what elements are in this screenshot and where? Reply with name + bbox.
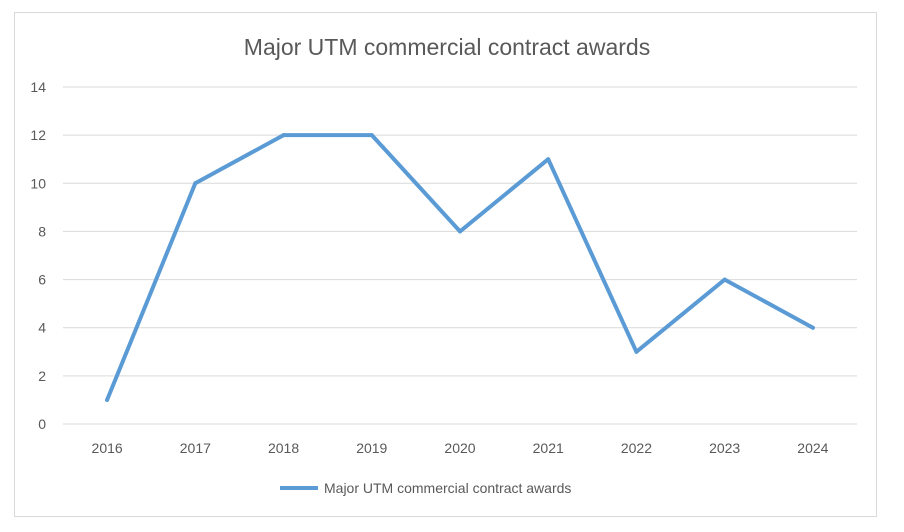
x-axis-tick-labels: 2016 2017 2018 2019 2020 2021 2022 2023 2024 <box>92 440 829 456</box>
x-tick-label: 2020 <box>444 440 475 456</box>
y-tick-label: 4 <box>38 320 46 336</box>
chart-frame <box>14 12 877 517</box>
data-point-2024[interactable] <box>810 325 815 330</box>
gridlines <box>63 86 857 425</box>
y-tick-label: 10 <box>30 175 46 191</box>
data-point-2022[interactable] <box>634 349 639 354</box>
x-tick-label: 2019 <box>356 440 387 456</box>
y-tick-label: 8 <box>38 223 46 239</box>
data-point-2021[interactable] <box>546 157 551 162</box>
data-point-2018[interactable] <box>281 133 286 138</box>
y-tick-label: 14 <box>30 79 46 95</box>
y-tick-label: 6 <box>38 272 46 288</box>
x-tick-label: 2017 <box>180 440 211 456</box>
data-point-2016[interactable] <box>105 397 110 402</box>
data-point-2020[interactable] <box>458 229 462 234</box>
x-tick-label: 2022 <box>621 440 652 456</box>
y-tick-label: 0 <box>38 416 46 432</box>
legend-label: Major UTM commercial contract awards <box>324 480 571 496</box>
x-tick-label: 2023 <box>709 440 740 456</box>
chart-title: Major UTM commercial contract awards <box>244 34 650 60</box>
data-point-2017[interactable] <box>193 181 198 186</box>
y-tick-label: 2 <box>38 368 46 384</box>
x-tick-label: 2018 <box>268 440 299 456</box>
series-layer <box>105 133 815 402</box>
y-axis-tick-labels: 0 2 4 6 8 10 12 14 <box>30 79 46 432</box>
series-line-0[interactable] <box>105 133 815 402</box>
data-point-2023[interactable] <box>722 277 727 282</box>
y-tick-label: 12 <box>30 127 46 143</box>
x-tick-label: 2024 <box>797 440 828 456</box>
data-point-2019[interactable] <box>369 133 374 138</box>
x-tick-label: 2021 <box>533 440 564 456</box>
legend[interactable]: Major UTM commercial contract awards <box>280 480 571 496</box>
x-tick-label: 2016 <box>92 440 123 456</box>
